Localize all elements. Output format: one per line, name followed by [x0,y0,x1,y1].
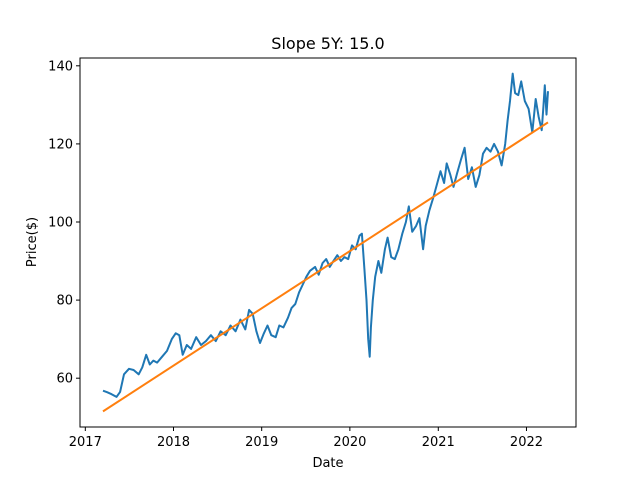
y-tick-label: 60 [56,372,73,387]
y-axis-label: Price($) [25,217,40,267]
axes-frame [79,57,577,428]
chart-title: Slope 5Y: 15.0 [271,34,384,53]
x-tick-label: 2017 [69,435,102,450]
y-tick-label: 100 [48,216,73,231]
y-tick-label: 80 [56,294,73,309]
x-tick-label: 2022 [510,435,543,450]
y-tick-label: 120 [48,137,73,152]
x-axis-label: Date [312,456,343,471]
y-tick-label: 140 [48,59,73,74]
series-line-price [102,72,549,398]
x-tick-label: 2020 [333,435,366,450]
x-tick-label: 2018 [157,435,190,450]
series-line-trend [102,121,549,413]
x-tick-label: 2019 [245,435,278,450]
ticks: 2017 2018 2019 2020 2021 2022 60 80 100 120 140 [48,59,543,450]
plot-area [102,72,549,413]
x-tick-label: 2021 [422,435,455,450]
